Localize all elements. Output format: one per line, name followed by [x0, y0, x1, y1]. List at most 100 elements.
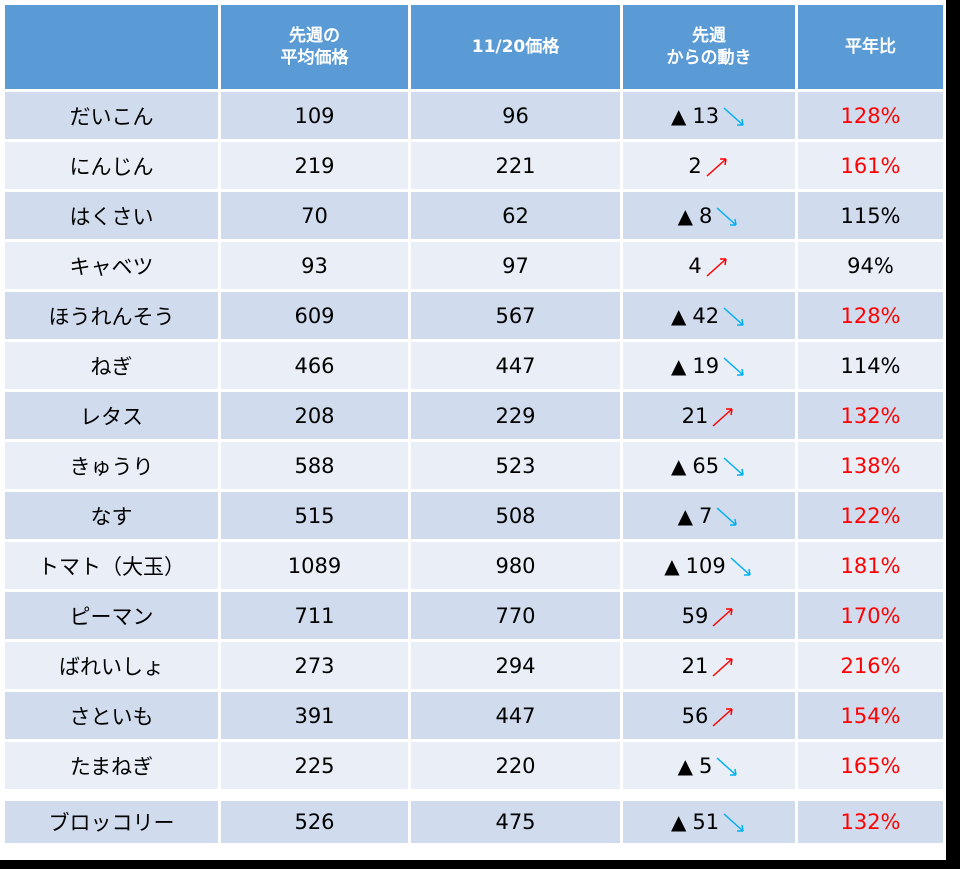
vegetable-name: ブロッコリー [5, 801, 218, 843]
change-value: 4 [688, 253, 702, 278]
vegetable-name: ピーマン [5, 592, 218, 639]
change-cell: ▲ 51 [623, 801, 795, 843]
table-row: なす 515 508 ▲ 7 122% [5, 492, 943, 539]
last-week-price: 273 [221, 642, 408, 689]
header-change: 先週 からの動き [623, 5, 795, 89]
header-ratio: 平年比 [798, 5, 943, 89]
today-price: 221 [411, 142, 620, 189]
last-week-price: 1089 [221, 542, 408, 589]
last-week-price: 109 [221, 92, 408, 139]
today-price: 980 [411, 542, 620, 589]
ratio-value: 181% [798, 542, 943, 589]
change-value: 2 [688, 153, 702, 178]
last-week-price: 711 [221, 592, 408, 639]
table-row: きゅうり 588 523 ▲ 65 138% [5, 442, 943, 489]
change-value: 7 [699, 503, 713, 528]
header-row: 先週の 平均価格 11/20価格 先週 からの動き 平年比 [5, 5, 943, 89]
ratio-value: 138% [798, 442, 943, 489]
today-price: 62 [411, 192, 620, 239]
decrease-triangle-icon: ▲ [670, 353, 687, 378]
last-week-price: 526 [221, 801, 408, 843]
decrease-triangle-icon: ▲ [677, 503, 693, 528]
table-row: ねぎ 466 447 ▲ 19 114% [5, 342, 943, 389]
today-price: 770 [411, 592, 620, 639]
vegetable-name: トマト（大玉） [5, 542, 218, 589]
today-price: 447 [411, 692, 620, 739]
decrease-triangle-icon: ▲ [670, 303, 687, 328]
ratio-value: 132% [798, 801, 943, 843]
today-price: 475 [411, 801, 620, 843]
last-week-price: 588 [221, 442, 408, 489]
vegetable-price-table: 先週の 平均価格 11/20価格 先週 からの動き 平年比 だいこん 109 9… [2, 2, 946, 846]
last-week-price: 70 [221, 192, 408, 239]
change-cell: 21 [623, 642, 795, 689]
vegetable-name: たまねぎ [5, 742, 218, 789]
vegetable-name: キャベツ [5, 242, 218, 289]
vegetable-name: なす [5, 492, 218, 539]
table-row: たまねぎ 225 220 ▲ 5 165% [5, 742, 943, 789]
arrow-up-right-icon [710, 606, 736, 628]
decrease-triangle-icon: ▲ [677, 203, 693, 228]
change-value: 56 [681, 703, 709, 728]
today-price: 447 [411, 342, 620, 389]
ratio-value: 128% [798, 292, 943, 339]
gap-cell [221, 792, 408, 798]
change-value: 59 [681, 603, 709, 628]
change-cell: ▲ 19 [623, 342, 795, 389]
change-value: 19 [692, 353, 720, 378]
arrow-up-right-icon [704, 256, 730, 278]
ratio-value: 128% [798, 92, 943, 139]
ratio-value: 161% [798, 142, 943, 189]
ratio-value: 114% [798, 342, 943, 389]
change-cell: ▲ 109 [623, 542, 795, 589]
ratio-value: 165% [798, 742, 943, 789]
change-cell: ▲ 65 [623, 442, 795, 489]
vegetable-name: だいこん [5, 92, 218, 139]
vegetable-name: ばれいしょ [5, 642, 218, 689]
arrow-down-right-icon [721, 106, 747, 128]
ratio-value: 94% [798, 242, 943, 289]
decrease-triangle-icon: ▲ [670, 103, 687, 128]
table-row: はくさい 70 62 ▲ 8 115% [5, 192, 943, 239]
arrow-up-right-icon [704, 156, 730, 178]
change-cell: ▲ 13 [623, 92, 795, 139]
decrease-triangle-icon: ▲ [670, 453, 687, 478]
change-cell: ▲ 7 [623, 492, 795, 539]
arrow-up-right-icon [710, 656, 736, 678]
last-week-price: 391 [221, 692, 408, 739]
today-price: 97 [411, 242, 620, 289]
last-week-price: 219 [221, 142, 408, 189]
gap-cell [623, 792, 795, 798]
table-row: レタス 208 229 21 132% [5, 392, 943, 439]
vegetable-name: ねぎ [5, 342, 218, 389]
change-value: 109 [685, 553, 726, 578]
table-row: だいこん 109 96 ▲ 13 128% [5, 92, 943, 139]
row-gap [5, 792, 943, 798]
decrease-triangle-icon: ▲ [670, 810, 687, 834]
last-week-price: 609 [221, 292, 408, 339]
header-today-price: 11/20価格 [411, 5, 620, 89]
arrow-up-right-icon [710, 406, 736, 428]
change-value: 21 [681, 653, 709, 678]
today-price: 294 [411, 642, 620, 689]
last-week-price: 93 [221, 242, 408, 289]
gap-cell [411, 792, 620, 798]
change-value: 13 [692, 103, 720, 128]
vegetable-name: さといも [5, 692, 218, 739]
arrow-up-right-icon [710, 706, 736, 728]
today-price: 508 [411, 492, 620, 539]
change-value: 42 [692, 303, 720, 328]
change-value: 21 [681, 403, 709, 428]
change-cell: ▲ 5 [623, 742, 795, 789]
arrow-down-right-icon [721, 356, 747, 378]
vegetable-name: にんじん [5, 142, 218, 189]
header-name [5, 5, 218, 89]
vegetable-name: ほうれんそう [5, 292, 218, 339]
table-row: ブロッコリー 526 475 ▲ 51 132% [5, 801, 943, 843]
arrow-down-right-icon [714, 206, 740, 228]
decrease-triangle-icon: ▲ [664, 553, 680, 578]
table-row: にんじん 219 221 2 161% [5, 142, 943, 189]
change-value: 65 [692, 453, 720, 478]
ratio-value: 170% [798, 592, 943, 639]
gap-cell [798, 792, 943, 798]
